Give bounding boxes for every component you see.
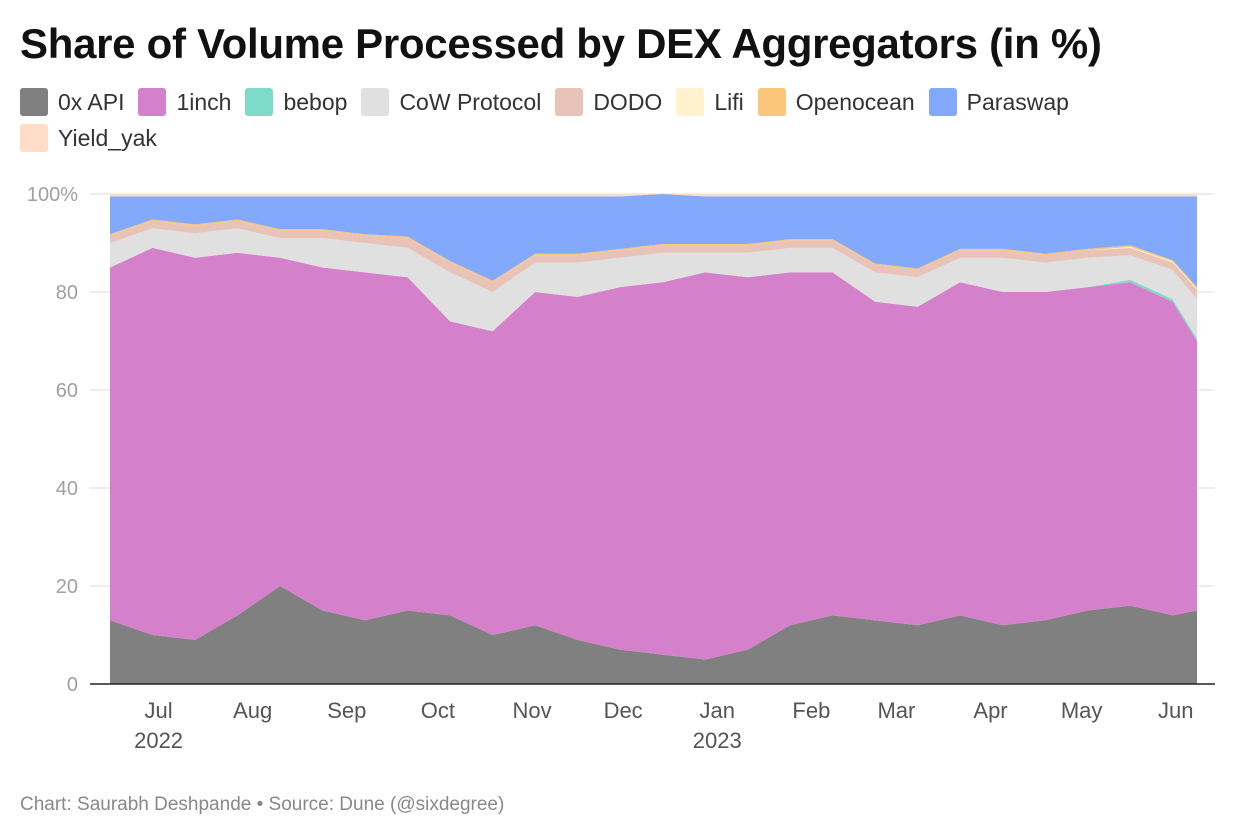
- area-series-cow-protocol: [110, 228, 1197, 339]
- x-tick-label: May: [1061, 698, 1103, 723]
- y-tick-label: 0: [67, 674, 78, 696]
- chart-title: Share of Volume Processed by DEX Aggrega…: [20, 20, 1102, 67]
- legend-label: CoW Protocol: [399, 88, 542, 115]
- legend-item: DODO: [555, 88, 662, 116]
- legend-swatch: [20, 124, 48, 152]
- legend-label: Paraswap: [966, 88, 1069, 115]
- legend-label: Lifi: [714, 88, 744, 115]
- x-tick-year: 2023: [693, 728, 742, 753]
- legend-swatch: [361, 88, 390, 116]
- legend-label: 0x API: [58, 88, 125, 115]
- legend-swatch: [245, 88, 274, 116]
- legend-swatch: [20, 88, 48, 116]
- chart-credit: Chart: Saurabh Deshpande • Source: Dune …: [20, 794, 505, 815]
- x-tick-label: Jul: [145, 698, 173, 723]
- legend-swatch: [676, 88, 705, 116]
- y-tick-label: 20: [56, 576, 78, 598]
- legend-item: Lifi: [676, 88, 744, 116]
- legend-swatch: [757, 88, 786, 116]
- x-tick-label: Apr: [973, 698, 1007, 723]
- y-tick-label: 80: [56, 282, 78, 304]
- x-tick-label: Mar: [877, 698, 915, 723]
- x-tick-label: Nov: [512, 698, 551, 723]
- area-series-paraswap: [110, 194, 1197, 288]
- legend-label: 1inch: [176, 88, 232, 115]
- legend-swatch: [138, 88, 167, 116]
- legend-label: Openocean: [795, 88, 915, 115]
- legend-label: Yield_yak: [58, 124, 157, 151]
- legend-label: bebop: [283, 88, 348, 115]
- chart-legend: 0x API 1inch bebop CoW Protocol DODO Lifi Open…: [20, 88, 1200, 160]
- legend-item: 1inch: [138, 88, 231, 116]
- area-series-yield-yak: [110, 194, 1197, 197]
- area-series-1inch: [110, 247, 1197, 660]
- y-tick-label: 40: [56, 478, 78, 500]
- legend-item: bebop: [245, 88, 347, 116]
- legend-item: Openocean: [757, 88, 915, 116]
- legend-swatch: [555, 88, 584, 116]
- x-tick-label: Dec: [604, 698, 643, 723]
- x-tick-label: Aug: [233, 698, 272, 723]
- area-series-dodo: [110, 221, 1197, 300]
- legend-label: DODO: [593, 88, 663, 115]
- x-tick-year: 2022: [134, 728, 183, 753]
- legend-item: 0x API: [20, 88, 124, 116]
- y-tick-label: 100%: [27, 184, 78, 206]
- legend-swatch: [928, 88, 957, 116]
- area-series-0x-api: [110, 586, 1197, 684]
- legend-item: CoW Protocol: [361, 88, 541, 116]
- legend-item: Paraswap: [928, 88, 1069, 116]
- x-tick-label: Jan: [700, 698, 735, 723]
- y-tick-label: 60: [56, 380, 78, 402]
- x-tick-label: Oct: [421, 698, 455, 723]
- area-chart: 100% 80 60 40 20 0 Jul 2022 Aug Sep Oct Nov Dec Jan 20…: [27, 184, 1215, 753]
- x-tick-label: Jun: [1158, 698, 1193, 723]
- legend-item: Yield_yak: [20, 124, 157, 152]
- x-tick-label: Feb: [792, 698, 830, 723]
- x-tick-label: Sep: [327, 698, 366, 723]
